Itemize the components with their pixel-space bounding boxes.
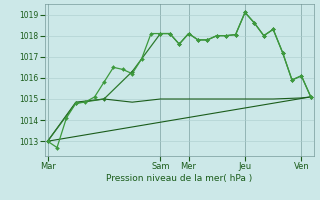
X-axis label: Pression niveau de la mer( hPa ): Pression niveau de la mer( hPa ) — [106, 174, 252, 183]
